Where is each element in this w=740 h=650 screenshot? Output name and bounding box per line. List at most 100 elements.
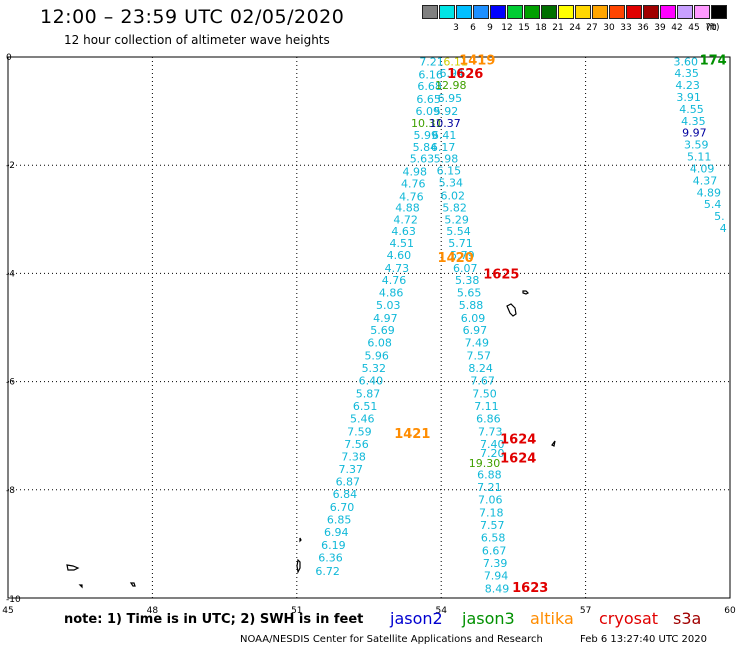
legend-swatch	[575, 5, 591, 19]
swh-value: 6.11	[443, 55, 468, 68]
footnote: note: 1) Time is in UTC; 2) SWH is in fe…	[64, 612, 364, 627]
legend-swatch	[660, 5, 676, 19]
swh-value: 7.56	[344, 438, 369, 451]
swh-value: 5.98	[434, 153, 459, 166]
legend-s3a: s3a	[673, 609, 702, 628]
swh-value: 3.60	[673, 55, 698, 68]
lon-tick-label: 51	[291, 606, 302, 616]
swh-value: 5.82	[442, 201, 467, 214]
swh-value: 5.79	[450, 249, 475, 262]
legend-swatch	[507, 5, 523, 19]
swh-value: 6.87	[336, 476, 361, 489]
legend-swatch	[524, 5, 540, 19]
swh-value: 5.34	[439, 177, 464, 190]
legend-tick-label: 39	[654, 23, 666, 33]
swh-value: 6.40	[359, 375, 384, 388]
lon-tick-label: 57	[580, 606, 591, 616]
legend-swatch	[711, 5, 727, 19]
map-grid: 45 48 51 54 57 60 0 -2 -4 -6 -8 -10	[2, 53, 736, 616]
swh-value: 7.59	[347, 425, 372, 438]
swh-value: 5.32	[362, 362, 387, 375]
map-subtitle: 12 hour collection of altimeter wave hei…	[64, 33, 330, 47]
legend-swatch	[592, 5, 608, 19]
legend-swatch	[626, 5, 642, 19]
pass-time: 1625	[483, 267, 519, 282]
swh-value: 4.73	[385, 262, 410, 275]
legend-swatch	[473, 5, 489, 19]
legend-unit: (ft)	[706, 23, 720, 33]
swh-value: 4.76	[382, 274, 407, 287]
swh-value: 5.99	[414, 129, 439, 142]
swh-value: 7.94	[484, 569, 509, 582]
swh-value: 10.31	[411, 117, 443, 130]
swh-value: 8.49	[485, 582, 510, 595]
swh-value: 5.96	[364, 350, 389, 363]
lon-tick-label: 48	[147, 606, 159, 616]
swh-value: 7.50	[472, 388, 497, 401]
legend-altika: altika	[530, 609, 574, 628]
swh-value: 4.55	[679, 103, 704, 116]
swh-value: 10.37	[429, 117, 461, 130]
lat-tick-label: -8	[6, 486, 15, 496]
lat-tick-label: -4	[6, 269, 15, 279]
track-east: 6.116.9412.986.955.9210.376.416.175.986.…	[429, 55, 509, 595]
swh-value: 6.67	[482, 544, 507, 557]
swh-value: 4.63	[391, 225, 416, 238]
swh-value: 4.89	[697, 186, 722, 199]
swh-value: 7.11	[474, 400, 499, 413]
legend-tick-label: 30	[603, 23, 615, 33]
legend-tick-label: 33	[620, 23, 632, 33]
swh-value: 4.98	[402, 166, 427, 179]
swh-value: 6.65	[416, 93, 441, 106]
swh-value: 5.92	[434, 105, 459, 118]
swh-value: 6.17	[431, 141, 456, 154]
swh-value: 5.87	[356, 388, 381, 401]
swh-value: 7.06	[478, 494, 503, 507]
swh-value: 4.35	[674, 67, 699, 80]
swh-value: 7.38	[341, 450, 366, 463]
legend-tick-label: 45	[688, 23, 700, 33]
legend-swatch	[456, 5, 472, 19]
pass-time: 1419	[459, 54, 495, 69]
swh-value: 12.98	[435, 79, 467, 92]
swh-value: 6.36	[318, 551, 343, 564]
pass-time: 174	[700, 54, 727, 69]
swh-value: 5.84	[413, 141, 438, 154]
lat-tick-label: -10	[6, 595, 21, 605]
legend-cryosat: cryosat	[599, 609, 659, 628]
swh-value: 4.51	[389, 237, 414, 250]
legend-tick-label: 36	[637, 23, 649, 33]
map-frame	[7, 56, 731, 599]
legend-swatch	[422, 5, 438, 19]
legend-swatch	[439, 5, 455, 19]
swh-value: 4.60	[387, 249, 412, 262]
swh-value: 3.59	[684, 139, 709, 152]
swh-value: 6.84	[333, 488, 358, 501]
lat-tick-label: -6	[6, 378, 15, 388]
color-legend: 3 6 9 12 15 18 21 24 27 30 33 36 39 42 45 70 (ft)	[422, 5, 728, 39]
map-title: 12:00 – 23:59 UTC 02/05/2020	[40, 6, 345, 28]
swh-value: 5.03	[376, 299, 401, 312]
swh-value: 4.35	[681, 115, 706, 128]
legend-swatch	[490, 5, 506, 19]
legend-swatch	[694, 5, 710, 19]
swh-value: 6.51	[353, 400, 378, 413]
swh-value: 6.58	[481, 531, 506, 544]
swh-value: 7.57	[480, 519, 505, 532]
legend-tick-label: 12	[501, 23, 513, 33]
swh-value: 6.19	[321, 539, 346, 552]
pass-time: 1626	[447, 67, 483, 82]
legend-tick-label: 15	[518, 23, 530, 33]
pass-time: 1421	[394, 427, 430, 442]
swh-value: 6.08	[367, 337, 392, 350]
swh-value: 4.76	[401, 178, 426, 191]
swh-value: 6.09	[461, 312, 486, 325]
swh-value: 7.67	[470, 375, 495, 388]
swh-value: 6.41	[432, 129, 457, 142]
swh-value: 4.76	[399, 191, 424, 204]
lat-tick-label: 0	[6, 53, 12, 63]
swh-tracks: 7.216.166.686.656.0910.315.995.845.634.9…	[315, 55, 726, 595]
swh-value: 6.95	[438, 92, 463, 105]
